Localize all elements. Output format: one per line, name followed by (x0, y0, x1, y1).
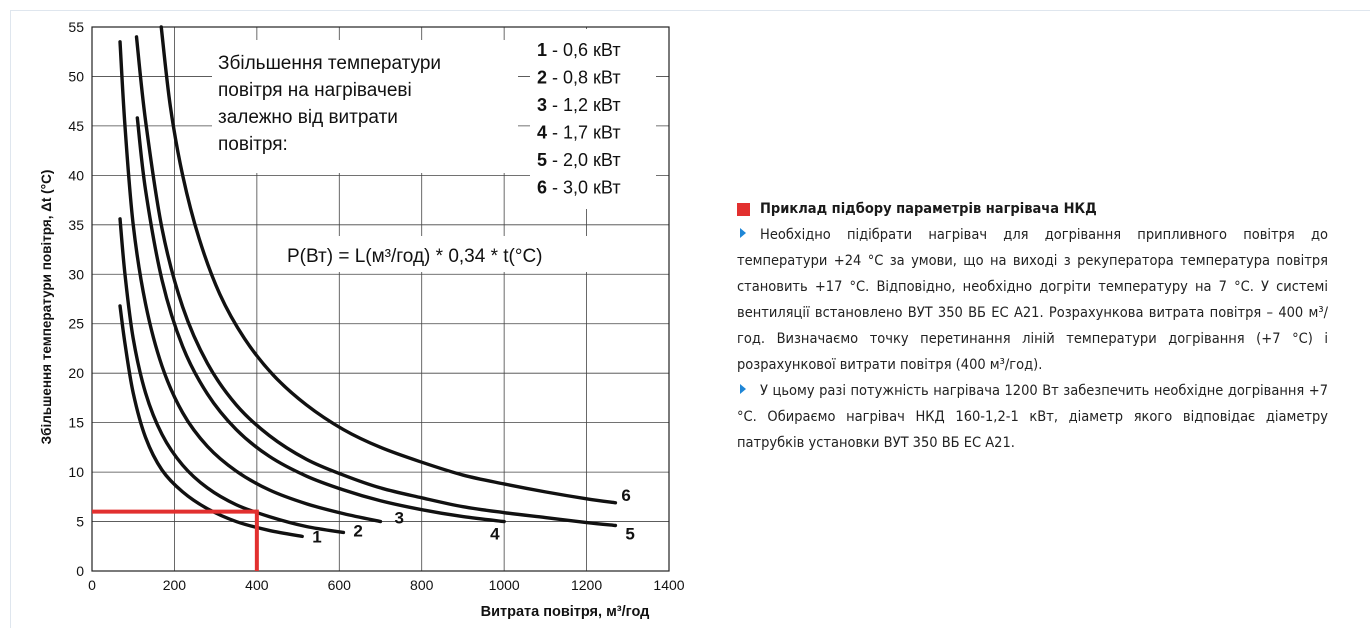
formula-box (280, 236, 600, 272)
x-axis-label: Витрата повітря, м³/год (481, 604, 650, 620)
legend-number: 2 (537, 68, 547, 88)
selection-example: Приклад підбору параметрів нагрівача НКД… (737, 196, 1328, 456)
curve-3 (118, 40, 383, 524)
y-tick-label: 50 (68, 68, 84, 84)
x-tick-label: 0 (88, 577, 96, 593)
x-tick-label: 200 (163, 577, 187, 593)
selection-lines (92, 509, 259, 571)
annotation-background (212, 29, 656, 272)
legend-number: 6 (537, 178, 547, 198)
legend-entry: 3 - 1,2 кВт (537, 95, 621, 115)
legend-number: 3 (537, 95, 547, 115)
x-tick-label: 800 (410, 577, 434, 593)
curve-label-4: 4 (490, 525, 500, 544)
y-tick-label: 35 (68, 217, 84, 233)
legend-text: - 2,0 кВт (547, 150, 621, 170)
annotation-line: повітря: (218, 134, 288, 155)
legend-entry: 2 - 0,8 кВт (537, 68, 621, 88)
annotation-line: Збільшення температури (218, 53, 441, 74)
example-paragraph-1: Необхідно підібрати нагрівач для догріва… (737, 222, 1328, 378)
chart-ticks: 0 200 400 600 800 1000 1200 1400051015202530354… (68, 19, 684, 593)
plot-area (91, 26, 670, 572)
y-tick-label: 10 (68, 464, 84, 480)
y-tick-label: 0 (76, 563, 84, 579)
chart-formula: P(Вт) = L(м³/год) * 0,34 * t(°C) (287, 246, 543, 267)
curve-label-2: 2 (353, 521, 362, 540)
curve-label-6: 6 (621, 486, 630, 505)
x-tick-label: 400 (245, 577, 269, 593)
y-tick-label: 20 (68, 365, 84, 381)
y-tick-label: 55 (68, 19, 84, 35)
curve-5 (134, 35, 618, 528)
triangle-bullet-icon (740, 228, 746, 238)
legend-text: - 1,2 кВт (547, 95, 621, 115)
chart-annotation: Збільшення температури повітря на нагріва… (218, 53, 441, 155)
legend-number: 5 (537, 150, 547, 170)
y-axis-label: Збільшення температури повітря, Δt (°C) (39, 170, 54, 445)
legend-number: 1 (537, 40, 547, 60)
y-tick-label: 5 (76, 514, 84, 530)
curve-labels: 1 2 3 4 5 6 (312, 486, 635, 547)
example-text-2: У цьому разі потужність нагрівача 1200 В… (737, 383, 1328, 451)
legend-entry: 4 - 1,7 кВт (537, 123, 621, 143)
legend-entry: 5 - 2,0 кВт (537, 150, 621, 170)
annotation-line: повітря на нагрівачеві (218, 80, 412, 101)
y-tick-label: 15 (68, 415, 84, 431)
legend-text: - 1,7 кВт (547, 123, 621, 143)
curve-1 (118, 304, 304, 539)
y-tick-label: 25 (68, 316, 84, 332)
annotation-box (212, 40, 518, 173)
triangle-bullet-icon (740, 384, 746, 394)
legend-box (530, 29, 656, 209)
y-tick-label: 45 (68, 118, 84, 134)
example-title: Приклад підбору параметрів нагрівача НКД (760, 201, 1097, 217)
y-tick-label: 30 (68, 266, 84, 282)
curve-label-3: 3 (395, 509, 404, 528)
legend-entry: 1 - 0,6 кВт (537, 40, 621, 60)
x-tick-label: 600 (328, 577, 352, 593)
curve-6 (159, 25, 618, 505)
curve-label-5: 5 (625, 525, 634, 544)
legend-number: 4 (537, 123, 547, 143)
curve-2 (118, 217, 346, 535)
legend-text: - 0,6 кВт (547, 40, 621, 60)
curve-label-1: 1 (312, 527, 321, 546)
curve-4 (135, 116, 506, 524)
y-tick-label: 40 (68, 167, 84, 183)
chart-curves (118, 25, 618, 539)
example-title-row: Приклад підбору параметрів нагрівача НКД (737, 196, 1328, 222)
legend-text: - 3,0 кВт (547, 178, 621, 198)
x-tick-label: 1200 (571, 577, 602, 593)
example-paragraph-2: У цьому разі потужність нагрівача 1200 В… (737, 378, 1328, 456)
x-tick-label: 1400 (653, 577, 684, 593)
example-text-1: Необхідно підібрати нагрівач для догріва… (737, 227, 1328, 373)
x-tick-label: 1000 (489, 577, 520, 593)
heater-chart: 0 200 400 600 800 1000 1200 1400051015202530354… (39, 19, 685, 620)
annotation-line: залежно від витрати (218, 107, 398, 128)
red-square-icon (737, 202, 750, 216)
legend-text: - 0,8 кВт (547, 68, 621, 88)
page-frame (10, 10, 1370, 628)
legend-entry: 6 - 3,0 кВт (537, 178, 621, 198)
